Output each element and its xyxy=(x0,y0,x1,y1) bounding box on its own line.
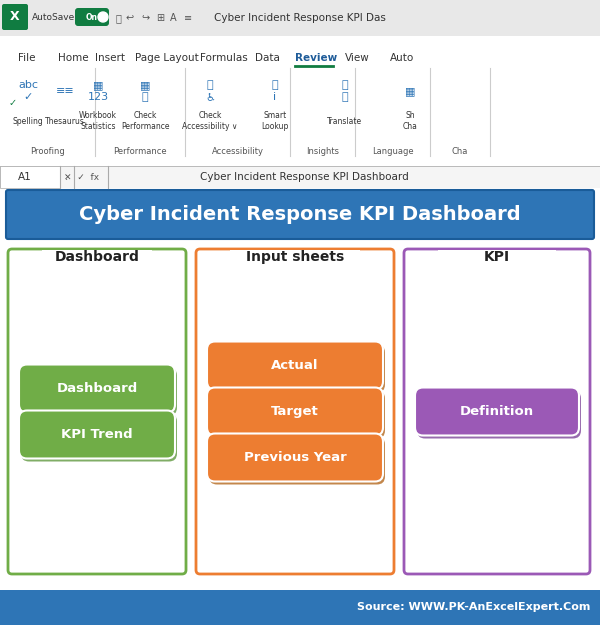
Text: X: X xyxy=(10,11,20,24)
FancyBboxPatch shape xyxy=(209,436,385,484)
Text: Insert: Insert xyxy=(95,53,125,63)
FancyBboxPatch shape xyxy=(0,36,600,166)
Text: ≡: ≡ xyxy=(184,13,192,23)
Text: Dashboard: Dashboard xyxy=(56,382,137,395)
Text: Dashboard: Dashboard xyxy=(55,250,139,264)
Text: 📄
♿: 📄 ♿ xyxy=(205,80,215,102)
FancyBboxPatch shape xyxy=(209,391,385,439)
FancyBboxPatch shape xyxy=(415,388,579,436)
FancyBboxPatch shape xyxy=(404,249,590,574)
FancyBboxPatch shape xyxy=(21,414,177,461)
FancyBboxPatch shape xyxy=(21,368,177,416)
Text: ↪: ↪ xyxy=(141,13,149,23)
FancyBboxPatch shape xyxy=(42,250,152,268)
Text: Home: Home xyxy=(58,53,89,63)
Text: 🔍
i: 🔍 i xyxy=(272,80,278,102)
Text: A: A xyxy=(170,13,176,23)
Text: Source: WWW.PK-AnExcelExpert.Com: Source: WWW.PK-AnExcelExpert.Com xyxy=(356,602,590,612)
Text: Review: Review xyxy=(295,53,337,63)
Text: Sh
Cha: Sh Cha xyxy=(403,111,418,131)
Text: Language: Language xyxy=(371,146,413,156)
Text: Performance: Performance xyxy=(113,146,167,156)
FancyBboxPatch shape xyxy=(19,411,175,459)
FancyBboxPatch shape xyxy=(2,4,28,30)
FancyBboxPatch shape xyxy=(6,190,594,239)
Text: Cyber Incident Response KPI Dashboard: Cyber Incident Response KPI Dashboard xyxy=(79,205,521,224)
Text: abc
✓: abc ✓ xyxy=(18,80,38,102)
Circle shape xyxy=(98,12,108,22)
FancyBboxPatch shape xyxy=(75,8,109,26)
Text: ↩: ↩ xyxy=(126,13,134,23)
FancyBboxPatch shape xyxy=(0,0,600,36)
FancyBboxPatch shape xyxy=(209,344,385,392)
Text: Cyber Incident Response KPI Dashboard: Cyber Incident Response KPI Dashboard xyxy=(200,172,409,182)
Text: ⎘: ⎘ xyxy=(115,13,121,23)
Text: Actual: Actual xyxy=(271,359,319,372)
Text: On: On xyxy=(86,12,98,21)
Text: Formulas: Formulas xyxy=(200,53,248,63)
Text: Cha: Cha xyxy=(452,146,468,156)
Text: Smart
Lookup: Smart Lookup xyxy=(262,111,289,131)
Text: Workbook
Statistics: Workbook Statistics xyxy=(79,111,117,131)
FancyBboxPatch shape xyxy=(0,166,60,188)
Text: Translate: Translate xyxy=(328,116,362,126)
Text: Page Layout: Page Layout xyxy=(135,53,199,63)
Text: ≡≡: ≡≡ xyxy=(56,86,74,96)
Text: Target: Target xyxy=(271,405,319,418)
Text: Check
Performance: Check Performance xyxy=(121,111,169,131)
Text: あ
文: あ 文 xyxy=(341,80,349,102)
Text: Definition: Definition xyxy=(460,405,534,418)
Text: :: : xyxy=(65,172,68,182)
FancyBboxPatch shape xyxy=(207,388,383,436)
FancyBboxPatch shape xyxy=(8,249,186,574)
Text: Previous Year: Previous Year xyxy=(244,451,346,464)
Text: Input sheets: Input sheets xyxy=(246,250,344,264)
FancyBboxPatch shape xyxy=(0,188,600,590)
FancyBboxPatch shape xyxy=(438,250,556,268)
Text: AutoSave: AutoSave xyxy=(32,14,75,22)
Text: KPI: KPI xyxy=(484,250,510,264)
FancyBboxPatch shape xyxy=(207,434,383,481)
Text: Accessibility: Accessibility xyxy=(212,146,263,156)
Text: View: View xyxy=(345,53,370,63)
Text: Proofing: Proofing xyxy=(30,146,65,156)
FancyBboxPatch shape xyxy=(0,590,600,625)
Text: Cyber Incident Response KPI Das: Cyber Incident Response KPI Das xyxy=(214,13,386,23)
Text: Check
Accessibility ∨: Check Accessibility ∨ xyxy=(182,111,238,131)
Text: Thesaurus: Thesaurus xyxy=(45,116,85,126)
Text: KPI Trend: KPI Trend xyxy=(61,428,133,441)
Text: Auto: Auto xyxy=(390,53,414,63)
FancyBboxPatch shape xyxy=(19,364,175,413)
Text: File: File xyxy=(18,53,35,63)
FancyBboxPatch shape xyxy=(0,166,600,188)
Text: ⊞: ⊞ xyxy=(156,13,164,23)
Text: ✕  ✓  fx: ✕ ✓ fx xyxy=(64,173,100,181)
Text: A1: A1 xyxy=(18,172,32,182)
FancyBboxPatch shape xyxy=(196,249,394,574)
Text: Insights: Insights xyxy=(306,146,339,156)
Text: Data: Data xyxy=(255,53,280,63)
Text: ▦: ▦ xyxy=(405,86,415,96)
FancyBboxPatch shape xyxy=(230,250,360,268)
Text: Spelling: Spelling xyxy=(13,116,43,126)
Text: ✓: ✓ xyxy=(9,98,17,108)
FancyBboxPatch shape xyxy=(417,391,581,439)
Text: ▦
123: ▦ 123 xyxy=(88,80,109,102)
FancyBboxPatch shape xyxy=(207,341,383,389)
Text: ▦
⏱: ▦ ⏱ xyxy=(140,80,150,102)
